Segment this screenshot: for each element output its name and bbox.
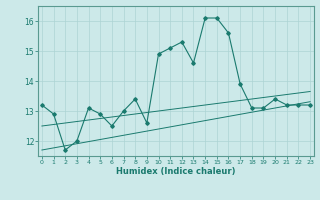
X-axis label: Humidex (Indice chaleur): Humidex (Indice chaleur) xyxy=(116,167,236,176)
